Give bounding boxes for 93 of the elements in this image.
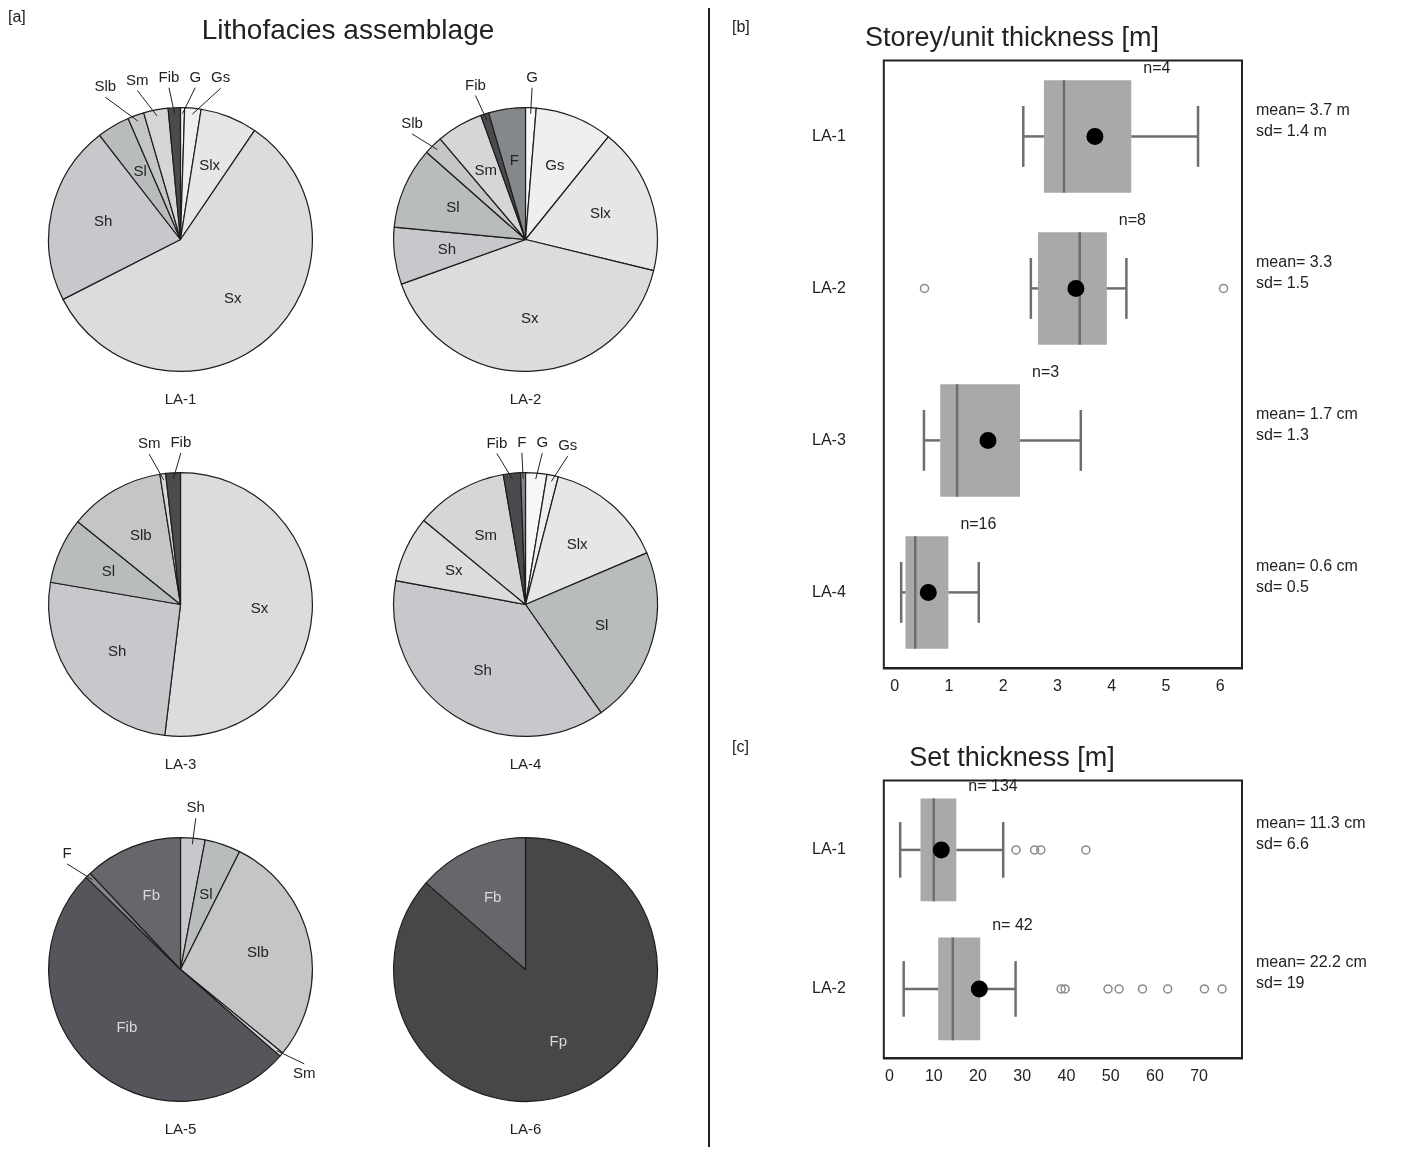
annotation: n=16 [960, 514, 997, 532]
slice-label: Fib [158, 67, 180, 85]
slice-label: Sh [107, 641, 127, 659]
slice-label: F [517, 432, 527, 450]
slice-label: Gs [211, 68, 231, 86]
y-tick-label: LA-1 [812, 126, 846, 144]
slice-label: Sl [199, 884, 213, 902]
x-tick-label: 3 [1053, 677, 1063, 695]
slice-label: Sl [133, 161, 147, 179]
x-tick-label: 70 [1190, 1067, 1209, 1085]
slice-label: Gs [558, 436, 578, 454]
x-tick-label: 60 [1145, 1067, 1164, 1085]
text: mean= 0.6 cm [1256, 556, 1358, 574]
slice-label: G [189, 67, 202, 85]
text: LA-4 [509, 755, 542, 773]
text: LA-1 [164, 390, 197, 408]
x-tick-label: 1 [944, 677, 954, 695]
slice-label: Sm [126, 70, 149, 88]
x-tick-label: 10 [924, 1067, 943, 1085]
x-tick-label: 0 [890, 677, 900, 695]
slice-label: Fb [483, 887, 502, 905]
slice-label: Sx [224, 289, 243, 306]
text: sd= 19 [1256, 974, 1305, 992]
slice-label: Sm [474, 526, 498, 544]
slice-label: Sm [137, 434, 161, 452]
slice-label: G [526, 67, 538, 85]
slice-label: Slx [199, 156, 221, 174]
x-tick-label: 40 [1057, 1067, 1076, 1085]
x-tick-label: 30 [1013, 1067, 1032, 1085]
slice-label: Sh [94, 212, 113, 230]
y-tick-label: LA-2 [812, 979, 846, 997]
slice-label: Fp [549, 1031, 568, 1049]
slice-label: G [536, 433, 549, 451]
text: [c] [732, 738, 749, 756]
y-tick-label: LA-2 [812, 278, 846, 296]
text: mean= 3.7 m [1256, 100, 1350, 118]
slice-label: Slb [247, 943, 269, 961]
text: LA-5 [164, 1120, 197, 1138]
y-tick-label: LA-1 [812, 840, 846, 858]
slice-label: Fib [486, 433, 508, 451]
slice-label: Sx [250, 599, 269, 617]
x-tick-label: 5 [1161, 677, 1171, 695]
x-tick-label: 4 [1107, 677, 1117, 695]
y-tick-label: LA-4 [812, 582, 846, 600]
text: LA-6 [509, 1120, 542, 1138]
slice-label: Slx [590, 204, 612, 222]
annotation: n=8 [1118, 210, 1147, 228]
slice-label: Slb [94, 77, 117, 95]
slice-label: Slb [401, 114, 423, 132]
x-tick-label: 0 [885, 1067, 895, 1085]
slice-label: Slx [566, 534, 588, 552]
slice-label: Sm [293, 1064, 316, 1082]
x-tick-label: 20 [969, 1067, 987, 1085]
slice-label: Sx [520, 308, 539, 326]
slice-label: Sl [594, 616, 609, 634]
text: sd= 1.4 m [1256, 121, 1327, 139]
slice-label: Sx [445, 561, 464, 579]
text: [b] [732, 18, 750, 36]
text: mean= 1.7 cm [1256, 404, 1358, 422]
annotation: n=4 [1143, 58, 1171, 76]
slice-label: F [509, 151, 519, 169]
text: sd= 0.5 [1256, 577, 1310, 595]
text: mean= 11.3 cm [1256, 814, 1366, 832]
text: LA-3 [164, 755, 197, 773]
text: [a] [8, 8, 26, 26]
text: Lithofacies assemblage [201, 14, 495, 45]
text: sd= 6.6 [1256, 835, 1310, 853]
text: sd= 1.3 [1256, 425, 1310, 443]
annotation: n= 42 [992, 915, 1033, 933]
text: mean= 22.2 cm [1256, 953, 1367, 971]
slice-label: Slb [130, 526, 152, 544]
slice-label: Fb [142, 886, 161, 904]
chart-title: Set thickness [m] [909, 741, 1115, 772]
text: LA-2 [509, 390, 542, 408]
y-tick-label: LA-3 [812, 430, 846, 448]
text: mean= 3.3 [1256, 252, 1333, 270]
slice-label: Sl [446, 198, 460, 216]
slice-label: Fib [465, 75, 486, 93]
chart-title: Storey/unit thickness [m] [864, 21, 1160, 52]
slice-label: Sh [473, 661, 492, 679]
slice-label: F [62, 844, 72, 862]
slice-label: Sh [186, 798, 205, 816]
slice-label: Sm [474, 161, 498, 179]
x-tick-label: 2 [998, 677, 1008, 695]
annotation: n=3 [1032, 362, 1060, 380]
slice-label: Fib [116, 1017, 138, 1035]
slice-label: Gs [545, 156, 565, 174]
slice-label: Sh [437, 239, 457, 257]
text: sd= 1.5 [1256, 273, 1310, 291]
slice-label: Fib [170, 433, 192, 450]
slice-label: Sl [101, 562, 116, 580]
x-tick-label: 6 [1215, 677, 1225, 695]
x-tick-label: 50 [1101, 1067, 1120, 1085]
